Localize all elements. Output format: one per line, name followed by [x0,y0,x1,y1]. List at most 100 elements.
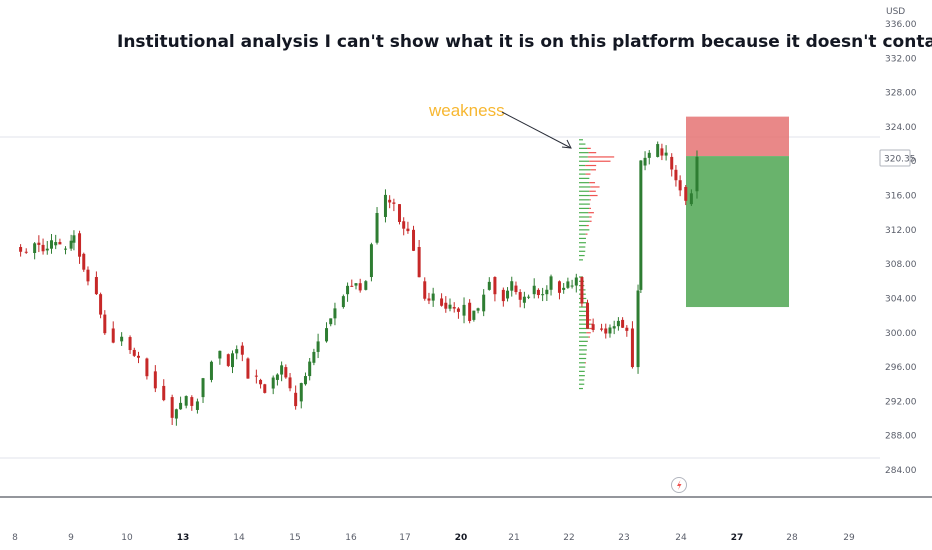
candle-body [566,281,569,287]
profile-bar-sell [588,336,589,337]
candle-body [523,297,526,303]
candle-body [342,296,345,307]
profile-bar-buy [579,246,585,247]
y-tick-label: 312.00 [885,226,917,236]
chart-title[interactable]: Institutional analysis I can't show what… [117,32,932,52]
position-zones[interactable] [686,117,789,307]
candle-body [276,375,279,380]
weakness-arrow[interactable] [502,112,571,148]
profile-bar-buy [579,221,590,222]
candle-body [308,362,311,376]
profile-bar-buy [579,182,589,183]
candle-body [562,288,565,290]
candle-body [472,311,475,320]
flash-icon[interactable] [672,478,687,493]
y-tick-label: 292.00 [885,397,917,407]
profile-bar-sell [589,161,610,162]
profile-bar-sell [589,328,592,329]
candle-body [558,281,561,293]
candle-body [575,278,578,286]
candle-body [600,328,603,329]
candle-body [432,294,435,301]
stop-loss-zone[interactable] [686,117,789,156]
profile-bar-buy [579,152,589,153]
candle-body [364,281,367,290]
profile-bar-buy [579,156,588,157]
candle-body [674,170,677,180]
profile-bar-sell [590,221,592,222]
candle-body [284,367,287,377]
profile-bar-buy [579,229,589,230]
candle-body [392,202,395,203]
profile-bar-buy [579,169,591,170]
candle-body [608,328,611,334]
profile-bar-sell [590,195,598,196]
profile-bar-buy [579,143,585,144]
candle-body [241,346,244,355]
candle-body [289,377,292,388]
profile-bar-buy [579,225,587,226]
profile-bar-buy [579,379,584,380]
profile-bar-buy [579,238,586,239]
take-profit-zone[interactable] [686,156,789,307]
candle-body [440,298,443,305]
candle-body [70,241,73,249]
profile-bar-sell [589,208,591,209]
profile-bar-sell [585,362,586,363]
profile-bar-buy [579,148,587,149]
candle-body [175,409,178,418]
candle-body [103,315,106,334]
x-tick-label: 8 [12,533,18,543]
y-tick-label: 288.00 [885,432,917,442]
candle-body [427,298,430,300]
profile-bar-buy [579,349,587,350]
profile-bar-buy [579,319,586,320]
profile-bar-sell [589,152,597,153]
candle-body [50,240,53,248]
candle-body [129,337,132,350]
candle-body [154,371,157,388]
candle-body [196,401,199,410]
last-price-badge[interactable]: 320.35 [880,150,916,166]
candle-body [235,349,238,353]
candle-body [112,328,115,342]
candle-body [482,295,485,312]
candle-body [631,328,634,367]
profile-bar-buy [579,251,585,252]
profile-bar-buy [579,195,590,196]
candle-body [231,353,234,367]
candle-body [527,297,530,298]
candle-body [406,229,409,231]
candle-body [263,384,266,393]
candle-body [423,281,426,298]
candle-body [695,157,698,192]
y-tick-label: 332.00 [885,54,917,64]
candle-body [64,249,67,250]
y-tick-label: 324.00 [885,123,917,133]
x-tick-label: 9 [68,533,74,543]
candle-body [137,356,140,358]
profile-bar-sell [588,212,594,213]
axes: USD 284.00 288.00 292.00 296.00 300.00 304.00… [0,7,932,543]
candle-body [280,365,283,374]
candle-body [679,180,682,190]
x-tick-label: 29 [843,533,855,543]
candle-body [621,320,624,328]
candle-body [210,362,213,380]
candle-body [42,245,45,251]
candle-body [502,290,505,301]
candle-body [218,351,221,359]
profile-bar-buy [579,259,583,260]
profile-bar-buy [579,161,589,162]
x-tick-label: 27 [731,533,744,543]
candle-body [639,160,642,289]
y-tick-label: 308.00 [885,260,917,270]
candle-body [398,204,401,222]
candle-body [202,378,205,397]
weakness-note[interactable]: weakness [428,101,505,120]
candle-body [613,326,616,328]
x-axis-ticks: 8 9 10 13 14 15 16 17 20 21 22 23 24 27 28 29 [12,533,855,543]
candle-body [185,396,188,406]
